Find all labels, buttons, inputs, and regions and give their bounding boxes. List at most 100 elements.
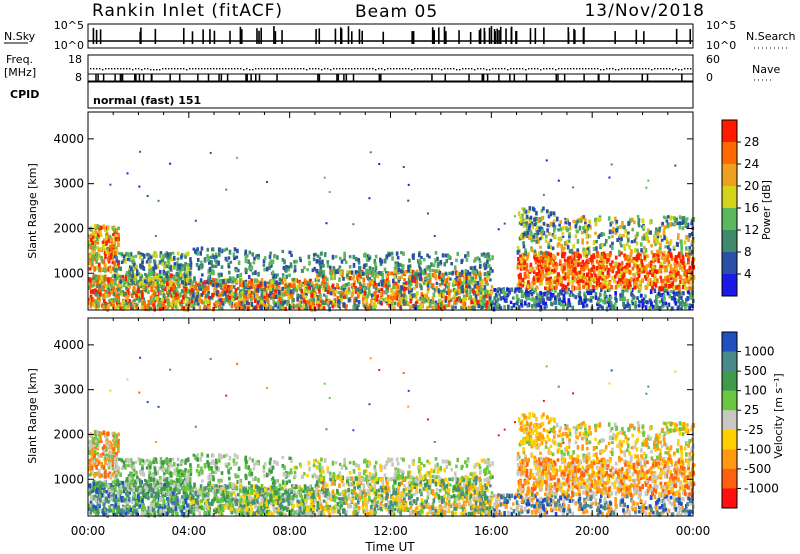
power-cell: [122, 283, 126, 288]
power-cell: [191, 280, 194, 285]
power-cell: [590, 277, 593, 282]
power-cell: [375, 298, 379, 302]
power-cell: [669, 222, 672, 228]
power-cell: [206, 292, 210, 297]
power-cell: [97, 233, 100, 238]
power-cell: [286, 288, 290, 294]
power-cell: [104, 268, 107, 273]
power-cell: [273, 284, 277, 290]
power-cell: [88, 278, 92, 283]
power-cell: [112, 303, 115, 308]
power-cell: [248, 289, 251, 294]
freq-dot: [477, 68, 479, 70]
freq-dot: [651, 69, 653, 71]
power-cell: [563, 297, 566, 303]
freq-dot: [405, 68, 407, 70]
power-cell: [137, 285, 141, 289]
power-cell: [119, 275, 122, 279]
freq-dot: [390, 68, 392, 70]
power-cell: [153, 260, 157, 264]
power-cell: [347, 291, 351, 295]
power-cell: [221, 290, 225, 294]
power-cell: [290, 293, 294, 299]
power-cell: [488, 258, 491, 262]
power-cell: [323, 301, 327, 306]
power-cell: [88, 254, 92, 259]
power-cell: [567, 298, 571, 303]
power-cell: [231, 297, 235, 302]
power-cell: [149, 306, 153, 310]
power-cell: [236, 248, 239, 254]
power-cell: [603, 275, 606, 279]
power-cell: [447, 302, 451, 308]
power-cell: [174, 279, 178, 283]
power-cell: [568, 249, 572, 254]
power-cell: [312, 289, 315, 295]
power-cell: [88, 258, 92, 263]
power-cell: [245, 254, 248, 258]
power-cell: [138, 290, 142, 294]
power-cell: [183, 264, 186, 269]
freq-dot: [687, 68, 689, 70]
power-cell: [617, 274, 620, 278]
power-cell: [93, 247, 96, 252]
power-cell: [267, 282, 270, 286]
freq-dot: [198, 68, 200, 70]
power-cell: [115, 233, 118, 238]
power-cell: [553, 301, 556, 305]
power-cell: [276, 255, 279, 260]
power-cell: [469, 295, 472, 300]
power-cell: [112, 298, 116, 304]
power-cell: [189, 266, 193, 271]
power-cell: [109, 255, 113, 260]
power-cell: [282, 306, 285, 311]
power-cell: [338, 277, 341, 282]
power-cell: [566, 256, 570, 262]
freq-dot: [678, 69, 680, 71]
power-cell: [140, 305, 144, 311]
power-cell: [312, 287, 315, 292]
power-cell: [138, 273, 142, 278]
power-cell: [402, 251, 405, 256]
freq-dot: [372, 68, 374, 70]
power-cell: [320, 251, 323, 256]
power-cell: [555, 286, 558, 290]
power-cell: [579, 275, 583, 279]
power-cell: [237, 260, 241, 266]
power-cell: [128, 279, 132, 284]
power-cell: [564, 261, 568, 265]
power-cell: [234, 288, 238, 293]
freq-dot: [543, 68, 545, 70]
freq-dot: [348, 68, 350, 70]
power-cell: [368, 265, 372, 271]
power-cell: [180, 303, 184, 308]
power-cell: [522, 244, 526, 249]
power-cell: [215, 259, 218, 265]
power-cell: [254, 292, 257, 296]
power-cell: [124, 260, 127, 264]
power-cell: [104, 293, 108, 297]
power-cell: [304, 279, 307, 285]
power-cell: [437, 289, 441, 294]
power-cell: [167, 278, 171, 282]
power-cell: [601, 305, 604, 310]
power-cell: [331, 274, 335, 280]
power-cell: [232, 252, 236, 257]
power-cell: [422, 257, 426, 262]
power-cell: [599, 284, 603, 289]
power-cell: [481, 305, 484, 309]
power-cell: [263, 300, 267, 304]
power-cell: [571, 254, 574, 259]
power-cell: [455, 291, 458, 296]
power-cell: [108, 265, 112, 269]
power-cell: [197, 302, 200, 306]
freq-dot: [168, 68, 170, 70]
power-cell: [233, 247, 237, 252]
power-cell: [594, 292, 598, 296]
power-cell: [103, 302, 107, 308]
power-cell: [130, 266, 133, 272]
power-cell: [115, 257, 118, 262]
power-cell: [644, 305, 648, 311]
power-cell: [184, 306, 187, 312]
power-cell: [212, 255, 215, 260]
